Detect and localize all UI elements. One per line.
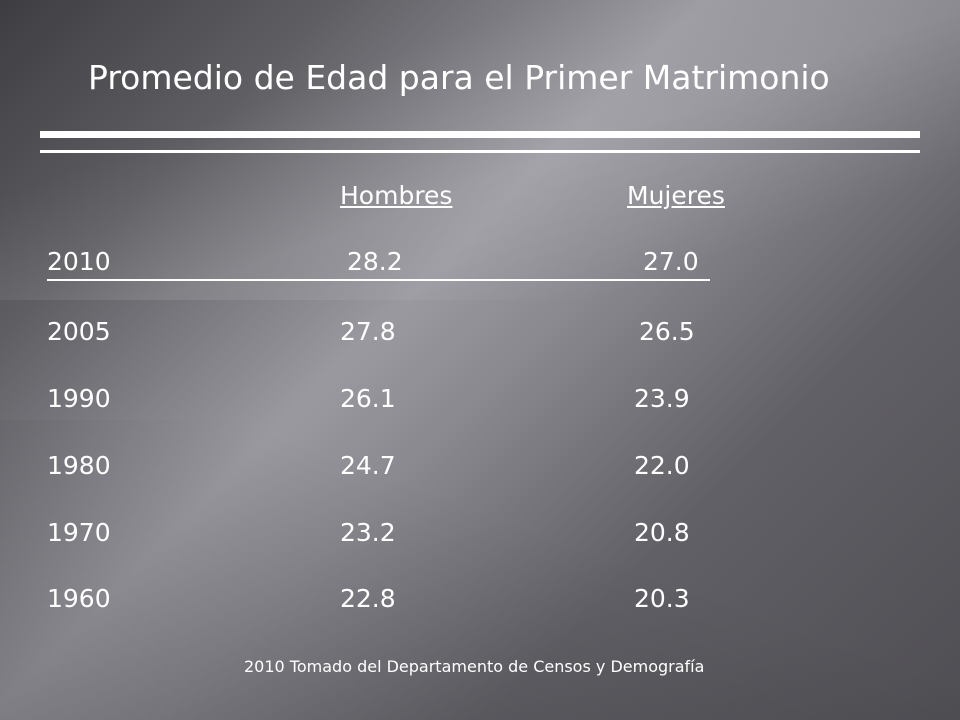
row-mujeres-value: 20.3 [634,584,690,613]
first-row-underline [47,279,710,281]
row-mujeres-value: 26.5 [639,317,695,346]
title-rule-thick [40,131,920,138]
column-header-mujeres: Mujeres [627,181,725,210]
row-mujeres-value: 20.8 [634,518,690,547]
slide-title: Promedio de Edad para el Primer Matrimon… [88,58,830,97]
row-hombres-value: 27.8 [340,317,396,346]
row-hombres-value: 23.2 [340,518,396,547]
row-mujeres-value: 23.9 [634,384,690,413]
row-year: 2010 [47,247,111,276]
row-hombres-value: 28.2 [347,247,403,276]
row-year: 1960 [47,584,111,613]
column-header-hombres: Hombres [340,181,453,210]
background-shade [0,420,960,720]
row-year: 1970 [47,518,111,547]
row-year: 1990 [47,384,111,413]
row-hombres-value: 22.8 [340,584,396,613]
row-year: 2005 [47,317,111,346]
row-mujeres-value: 22.0 [634,451,690,480]
row-hombres-value: 26.1 [340,384,396,413]
row-year: 1980 [47,451,111,480]
row-hombres-value: 24.7 [340,451,396,480]
row-mujeres-value: 27.0 [643,247,699,276]
title-rule-thin [40,150,920,153]
source-note: 2010 Tomado del Departamento de Censos y… [244,657,705,676]
